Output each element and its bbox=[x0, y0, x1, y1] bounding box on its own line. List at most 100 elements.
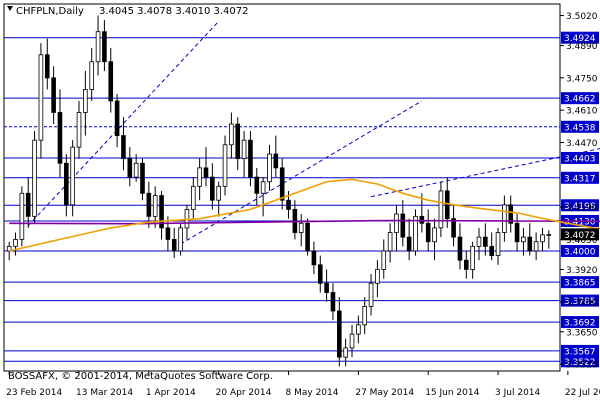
candle-body bbox=[70, 146, 75, 206]
candle-body bbox=[216, 185, 221, 201]
trendline bbox=[27, 20, 220, 226]
candle-body bbox=[152, 195, 158, 217]
level-label-box bbox=[561, 171, 599, 184]
candle-body bbox=[235, 123, 241, 160]
candle-body bbox=[38, 54, 44, 141]
candle-body bbox=[521, 236, 526, 243]
candle-body bbox=[178, 227, 183, 252]
candle-body bbox=[254, 176, 260, 194]
trendline bbox=[180, 100, 423, 245]
candle-body bbox=[286, 199, 291, 210]
candle-body bbox=[51, 77, 56, 113]
price-tick-label: 3.4750 bbox=[566, 74, 598, 84]
candle-body bbox=[400, 213, 406, 238]
level-label-box bbox=[561, 31, 599, 44]
candle-body bbox=[451, 218, 456, 238]
level-label: 3.3567 bbox=[564, 347, 596, 357]
candle-body bbox=[89, 61, 95, 90]
level-label: 3.3785 bbox=[564, 297, 596, 307]
candle-body bbox=[349, 333, 355, 349]
level-label: 3.4924 bbox=[564, 34, 596, 44]
candle-body bbox=[229, 123, 234, 146]
candle-body bbox=[83, 89, 88, 113]
candle-body bbox=[165, 227, 171, 240]
candle-body bbox=[197, 167, 202, 187]
copyright-label: BOSSAFX, © 2001-2014, MetaQuotes Softwar… bbox=[8, 371, 273, 382]
ma-slow-line bbox=[9, 219, 600, 225]
candle-body bbox=[362, 305, 368, 326]
price-tick-label: 3.4890 bbox=[566, 42, 598, 52]
candle-body bbox=[527, 236, 533, 252]
symbol-label: CHFPLN,Daily bbox=[16, 6, 84, 17]
candle-body bbox=[146, 192, 152, 217]
candle-body bbox=[508, 204, 514, 224]
candle-body bbox=[248, 139, 253, 178]
date-tick-label: 23 Feb 2014 bbox=[6, 388, 62, 398]
candle-body bbox=[476, 236, 482, 247]
candle-body bbox=[273, 153, 279, 169]
candle-body bbox=[317, 264, 323, 284]
date-tick-label: 15 Jun 2014 bbox=[425, 388, 479, 398]
plot-frame bbox=[3, 3, 561, 372]
candle-body bbox=[413, 215, 418, 252]
level-label: 3.4317 bbox=[564, 174, 596, 184]
candle-body bbox=[330, 292, 336, 312]
level-label-box bbox=[561, 244, 599, 257]
candle-body bbox=[267, 153, 272, 183]
candle-body bbox=[13, 239, 18, 247]
candle-body bbox=[95, 31, 101, 63]
date-tick-label: 3 Jul 2014 bbox=[495, 388, 540, 398]
candle-body bbox=[356, 324, 361, 335]
candle-body bbox=[514, 222, 520, 243]
candle-body bbox=[298, 222, 304, 233]
candle-body bbox=[463, 259, 469, 270]
level-label: 3.4662 bbox=[564, 95, 596, 105]
date-axis: 23 Feb 2014 13 Mar 2014 1 Apr 2014 20 Apr 2… bbox=[6, 371, 600, 398]
candle-body bbox=[343, 347, 348, 358]
candle-body bbox=[375, 269, 380, 284]
level-label-box bbox=[561, 316, 599, 329]
candle-body bbox=[222, 144, 228, 187]
candle-body bbox=[540, 234, 545, 243]
collapse-triangle-icon bbox=[7, 6, 13, 11]
candle-body bbox=[57, 112, 63, 164]
candle-body bbox=[457, 236, 463, 261]
moving-averages bbox=[9, 178, 600, 252]
candle-body bbox=[203, 167, 209, 178]
candle-body bbox=[133, 162, 139, 178]
current-price-box bbox=[561, 228, 599, 241]
date-tick-label: 22 Jul 2014 bbox=[565, 388, 600, 398]
candle-body bbox=[444, 190, 450, 220]
level-label: 3.4130 bbox=[564, 217, 596, 227]
candle-body bbox=[324, 282, 329, 293]
candle-body bbox=[533, 241, 539, 252]
price-tick-label: 3.4610 bbox=[566, 107, 598, 117]
level-label-box bbox=[561, 199, 599, 212]
candle-body bbox=[387, 232, 393, 252]
candle-body bbox=[114, 100, 120, 136]
current-price-label: 3.4072 bbox=[564, 231, 596, 241]
date-tick-label: 27 May 2014 bbox=[355, 388, 414, 398]
candle-body bbox=[171, 239, 177, 252]
candle-body bbox=[159, 195, 164, 229]
candle-body bbox=[108, 61, 114, 102]
date-tick-label: 20 Apr 2014 bbox=[216, 388, 272, 398]
candle-body bbox=[6, 245, 12, 252]
level-label: 3.4000 bbox=[564, 247, 596, 257]
level-label: 3.3865 bbox=[564, 279, 596, 289]
level-label-box bbox=[561, 92, 599, 105]
candle-body bbox=[305, 222, 310, 252]
ohlc-values: 3.4045 3.4078 3.4010 3.4072 bbox=[99, 6, 249, 17]
candle-body bbox=[432, 227, 437, 243]
level-label-box bbox=[561, 294, 599, 307]
candle-body bbox=[419, 215, 425, 224]
price-tick-label: 3.4470 bbox=[566, 139, 598, 149]
candle-body bbox=[121, 135, 126, 160]
candle-body bbox=[368, 282, 374, 307]
candle-body bbox=[381, 250, 387, 270]
candle-body bbox=[32, 139, 37, 217]
price-tick-label: 3.3650 bbox=[566, 328, 598, 338]
date-tick-label: 8 May 2014 bbox=[286, 388, 339, 398]
candle-body bbox=[495, 232, 501, 256]
